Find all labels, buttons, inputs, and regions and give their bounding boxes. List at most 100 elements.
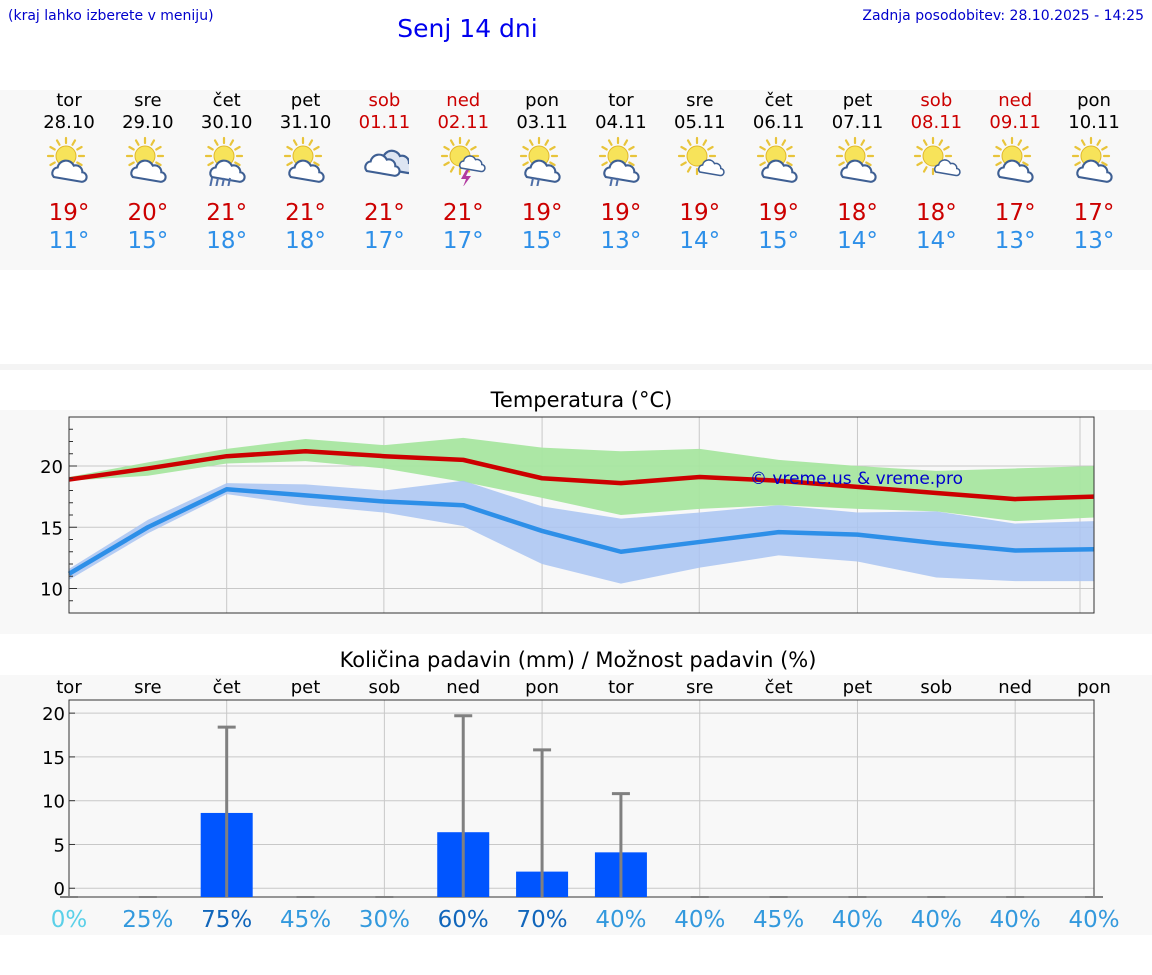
max-temp: 20°	[127, 200, 169, 226]
min-temp: 13°	[994, 228, 1036, 254]
rain-drop	[227, 177, 231, 186]
min-temp: 18°	[206, 228, 248, 254]
menu-hint[interactable]: (kraj lahko izberete v meniju)	[8, 8, 214, 24]
day-column: tor 28.10 19° 11°	[29, 90, 109, 254]
min-temp: 15°	[127, 228, 169, 254]
precip-chance-label: 40%	[911, 907, 962, 933]
cloud-part	[524, 159, 561, 183]
day-label: ned	[446, 677, 480, 698]
day-date: 31.10	[279, 112, 332, 133]
min-temp: 14°	[679, 228, 721, 254]
max-temp: 18°	[837, 200, 878, 226]
y-tick-label: 10	[40, 580, 63, 601]
day-column: pet 07.11 18° 14°	[818, 90, 898, 254]
sun-small-cloud-icon	[677, 136, 725, 177]
forecast-band	[0, 90, 1152, 270]
day-label: čet	[765, 677, 793, 698]
min-temp-band	[69, 480, 1094, 584]
max-temp: 19°	[758, 200, 800, 226]
rain-drop	[215, 177, 219, 186]
cloud-part	[209, 159, 246, 183]
day-name: čet	[764, 90, 793, 111]
day-label: sre	[134, 677, 161, 698]
day-column: sob 08.11 18° 14°	[896, 90, 976, 254]
precip-chance-label: 40%	[990, 907, 1041, 933]
day-date: 08.11	[910, 112, 963, 133]
separator-band	[0, 364, 1152, 370]
y-tick-label: 20	[40, 457, 63, 478]
max-temp: 19°	[600, 200, 642, 226]
max-temp: 19°	[521, 200, 563, 226]
last-update-label: Zadnja posodobitev: 28.10.2025 - 14:25	[862, 8, 1144, 24]
min-temp: 17°	[364, 228, 405, 254]
day-name: čet	[212, 90, 241, 111]
cloudy-icon	[364, 149, 410, 177]
precip-chance-label: 40%	[1068, 907, 1119, 933]
max-temp: 19°	[48, 200, 90, 226]
cloud-part	[997, 159, 1034, 183]
y-tick-label: 15	[42, 748, 65, 769]
y-tick-label: 0	[54, 879, 65, 900]
max-temp: 21°	[206, 200, 248, 226]
min-temp: 15°	[758, 228, 800, 254]
day-label: čet	[213, 677, 241, 698]
precip-chance-label: 40%	[674, 907, 725, 933]
min-temp: 14°	[837, 228, 878, 254]
day-label: pon	[525, 677, 559, 698]
cloud-part	[934, 159, 962, 177]
max-temp: 21°	[364, 200, 405, 226]
day-name: sob	[920, 90, 953, 111]
day-label: sob	[920, 677, 952, 698]
day-name: pon	[1077, 90, 1111, 111]
day-column: ned 02.11 21° 17°	[423, 90, 503, 254]
min-temp: 17°	[442, 228, 484, 254]
cloud-part	[51, 159, 88, 183]
day-label: tor	[608, 677, 634, 698]
rain-drop	[615, 177, 619, 186]
min-temp: 18°	[285, 228, 326, 254]
sun-cloud-icon	[125, 136, 167, 183]
max-temp: 17°	[994, 200, 1036, 226]
max-temp: 21°	[285, 200, 326, 226]
day-column: čet 06.11 19° 15°	[739, 90, 819, 254]
day-date: 29.10	[122, 112, 174, 133]
sun-cloud-rain-icon	[204, 136, 246, 186]
sun-cloud-icon	[46, 136, 88, 183]
day-name: tor	[608, 90, 634, 111]
day-column: pon 10.11 17° 13°	[1054, 90, 1134, 254]
precip-chance-label: 30%	[359, 907, 410, 933]
day-date: 05.11	[674, 112, 726, 133]
rain-drop	[221, 177, 225, 186]
precip-chance-label: 25%	[122, 907, 173, 933]
max-temp: 18°	[915, 200, 957, 226]
day-date: 09.11	[989, 112, 1041, 133]
min-temp-line	[67, 487, 1095, 576]
day-name: sre	[686, 90, 714, 111]
precip-chance-label: 75%	[201, 907, 252, 933]
cloud-part	[130, 159, 167, 183]
plot-frame	[68, 699, 1095, 898]
sun-small-cloud-icon	[914, 136, 962, 177]
cloud-part	[287, 159, 325, 183]
day-column: pon 03.11 19° 15°	[502, 90, 582, 254]
min-temp: 15°	[521, 228, 563, 254]
max-temp: 17°	[1073, 200, 1115, 226]
cloud-part	[459, 155, 486, 173]
lightning-bolt	[461, 170, 472, 186]
day-label: pet	[291, 677, 321, 698]
sun-cloud-icon	[283, 136, 325, 183]
rain-drop	[530, 177, 535, 186]
max-temp-line	[68, 449, 1095, 502]
day-date: 30.10	[200, 112, 253, 133]
day-name: tor	[56, 90, 82, 111]
day-name: ned	[998, 90, 1033, 111]
day-date: 07.11	[831, 112, 884, 133]
precip-chance-label: 45%	[280, 907, 331, 933]
day-column: ned 09.11 17° 13°	[975, 90, 1055, 254]
day-column: tor 04.11 19° 13°	[581, 90, 661, 254]
sun-cloud-light-rain-icon	[598, 136, 640, 186]
cloud-part	[1076, 159, 1113, 183]
day-name: ned	[446, 90, 481, 111]
precipitation-chart-title: Količina padavin (mm) / Možnost padavin …	[339, 648, 817, 672]
y-tick-label: 10	[42, 792, 65, 813]
